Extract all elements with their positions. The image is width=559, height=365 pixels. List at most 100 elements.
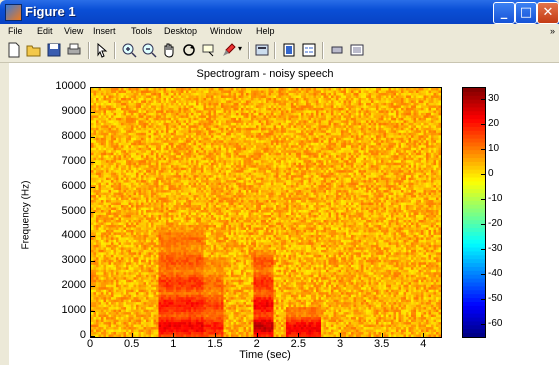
spectrogram-cell: [111, 100, 114, 104]
link-plot-icon[interactable]: [254, 42, 270, 58]
colorbar-icon[interactable]: [281, 42, 297, 58]
spectrogram-cell: [178, 122, 182, 126]
maximize-button[interactable]: □: [515, 2, 537, 24]
spectrogram-cell: [143, 155, 147, 159]
spectrogram-cell: [138, 279, 142, 283]
pan-hand-icon[interactable]: [161, 42, 177, 58]
spectrogram-cell: [161, 277, 164, 281]
spectrogram-cell: [196, 242, 199, 246]
brush-dropdown-icon[interactable]: ▾: [238, 44, 243, 53]
spectrogram-cell: [203, 239, 207, 243]
spectrogram-cell: [116, 107, 119, 111]
spectrogram-cell: [108, 269, 112, 273]
spectrogram-cell: [146, 182, 149, 186]
spectrogram-cell: [208, 272, 212, 276]
spectrogram-cell: [93, 254, 97, 258]
menu-help[interactable]: Help: [256, 26, 275, 36]
spectrogram-cell: [133, 135, 137, 139]
spectrogram-cell: [141, 242, 144, 246]
show-plot-tools-icon[interactable]: [349, 42, 365, 58]
rotate-3d-icon[interactable]: [181, 42, 197, 58]
close-button[interactable]: ✕: [537, 2, 559, 24]
spectrogram-cell: [138, 197, 142, 201]
spectrogram-cell: [201, 120, 204, 124]
menu-file[interactable]: File: [8, 26, 23, 36]
spectrogram-cell: [211, 334, 214, 337]
spectrogram-cell: [208, 284, 212, 288]
spectrogram-cell: [176, 142, 179, 146]
spectrogram-cell: [148, 175, 152, 178]
spectrogram-cell: [158, 292, 162, 295]
spectrogram-cell: [203, 322, 207, 325]
spectrogram-cell: [128, 88, 132, 91]
spectrogram-cell: [106, 100, 109, 104]
spectrogram-cell: [101, 120, 104, 124]
spectrogram-cell: [203, 324, 207, 328]
spectrogram-cell: [118, 234, 122, 238]
spectrogram-cell: [96, 244, 99, 248]
spectrogram-cell: [123, 219, 127, 223]
spectrogram-cell: [211, 92, 214, 96]
spectrogram-cell: [111, 299, 114, 303]
spectrogram-cell: [208, 244, 212, 248]
spectrogram-cell: [151, 229, 154, 233]
spectrogram-axes[interactable]: [90, 87, 442, 338]
spectrogram-cell: [138, 102, 142, 106]
spectrogram-cell: [131, 207, 134, 211]
spectrogram-cell: [96, 222, 99, 226]
menu-window[interactable]: Window: [210, 26, 243, 36]
zoom-in-icon[interactable]: [121, 42, 137, 58]
spectrogram-cell: [103, 219, 107, 223]
spectrogram-cell: [103, 88, 107, 91]
menu-insert[interactable]: Insert: [93, 26, 116, 36]
spectrogram-cell: [146, 264, 149, 268]
menu-tools[interactable]: Tools: [131, 26, 153, 36]
spectrogram-cell: [171, 115, 174, 119]
data-cursor-icon[interactable]: [201, 42, 217, 58]
spectrogram-cell: [136, 127, 139, 131]
spectrogram-cell: [176, 147, 179, 151]
spectrogram-cell: [206, 125, 209, 129]
spectrogram-cell: [103, 175, 107, 178]
legend-icon[interactable]: [301, 42, 317, 58]
spectrogram-cell: [183, 175, 187, 178]
spectrogram-cell: [141, 135, 144, 139]
print-icon[interactable]: [66, 42, 82, 58]
spectrogram-cell: [103, 172, 107, 176]
spectrogram-cell: [106, 222, 109, 226]
spectrogram-cell: [193, 112, 197, 116]
menu-desktop[interactable]: Desktop: [164, 26, 198, 36]
spectrogram-cell: [128, 175, 132, 178]
hide-plot-tools-icon[interactable]: [329, 42, 345, 58]
spectrogram-cell: [106, 202, 109, 206]
spectrogram-cell: [158, 130, 162, 134]
spectrogram-cell: [153, 247, 157, 251]
spectrogram-cell: [156, 95, 159, 99]
pointer-icon[interactable]: [94, 42, 110, 58]
spectrogram-cell: [171, 187, 174, 191]
spectrogram-cell: [173, 202, 177, 206]
brush-icon[interactable]: [221, 42, 237, 58]
spectrogram-cell: [186, 319, 189, 323]
spectrogram-cell: [123, 237, 127, 241]
open-file-icon[interactable]: [26, 42, 42, 58]
menu-edit[interactable]: Edit: [37, 26, 53, 36]
spectrogram-cell: [196, 307, 199, 310]
spectrogram-cell: [93, 284, 97, 288]
new-figure-icon[interactable]: [6, 42, 22, 58]
zoom-out-icon[interactable]: [141, 42, 157, 58]
spectrogram-cell: [186, 157, 189, 161]
save-icon[interactable]: [46, 42, 62, 58]
spectrogram-cell: [203, 214, 207, 218]
spectrogram-cell: [161, 125, 164, 129]
spectrogram-cell: [108, 190, 112, 193]
spectrogram-cell: [163, 187, 167, 191]
spectrogram-cell: [183, 150, 187, 154]
spectrogram-cell: [131, 217, 134, 221]
spectrogram-cell: [138, 125, 142, 129]
menu-view[interactable]: View: [64, 26, 84, 36]
spectrogram-cell: [148, 254, 152, 258]
minimize-button[interactable]: _: [493, 2, 515, 24]
spectrogram-cell: [111, 317, 114, 320]
menu-overflow-icon[interactable]: »: [549, 26, 555, 36]
